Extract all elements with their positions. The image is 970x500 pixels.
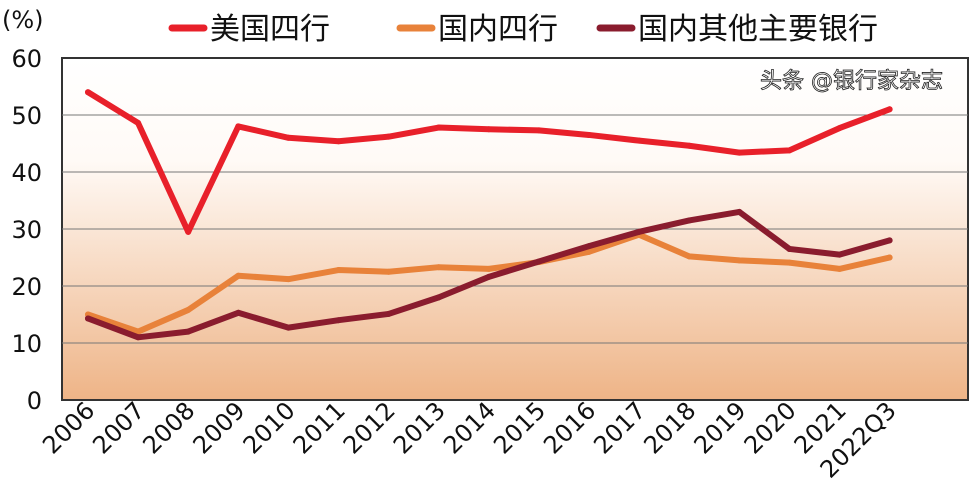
data-point — [636, 137, 643, 144]
data-point — [85, 315, 91, 322]
data-point — [836, 125, 843, 132]
x-tick-label: 2006 — [37, 396, 100, 459]
data-point — [385, 310, 392, 317]
watermark: 头条 @银行家杂志 — [760, 69, 943, 94]
x-tick-label: 2012 — [338, 396, 401, 459]
data-point — [686, 217, 693, 224]
data-point — [185, 228, 192, 235]
x-tick-label: 2019 — [689, 396, 752, 459]
data-point — [485, 126, 492, 133]
y-tick-label: 0 — [27, 387, 42, 415]
x-tick-label: 2011 — [288, 396, 351, 459]
data-point — [786, 245, 793, 252]
data-point — [535, 258, 542, 265]
data-point — [135, 334, 142, 341]
data-point — [686, 142, 693, 149]
data-point — [586, 248, 592, 255]
data-point — [335, 267, 342, 274]
data-point — [185, 306, 192, 313]
data-point — [886, 237, 893, 244]
data-point — [385, 133, 392, 140]
data-point — [836, 251, 843, 258]
data-point — [786, 259, 793, 266]
data-point — [836, 265, 843, 272]
x-tick-label: 2017 — [588, 396, 651, 459]
x-tick-label: 2014 — [438, 396, 501, 459]
data-point — [736, 257, 743, 264]
data-point — [736, 208, 743, 215]
data-point — [135, 119, 142, 126]
data-point — [586, 131, 592, 138]
x-tick-label: 2013 — [388, 396, 451, 459]
x-tick-label: 2010 — [238, 396, 301, 459]
data-point — [285, 134, 292, 141]
legend-label: 美国四行 — [210, 12, 330, 47]
data-point — [786, 147, 793, 154]
data-point — [285, 276, 292, 283]
data-point — [335, 138, 342, 145]
data-point — [385, 268, 392, 275]
data-point — [686, 253, 693, 260]
y-tick-label: 10 — [11, 330, 42, 358]
legend-label: 国内其他主要银行 — [638, 12, 878, 47]
data-point — [485, 265, 492, 272]
data-point — [235, 123, 242, 130]
data-point — [636, 228, 643, 235]
legend-label: 国内四行 — [438, 12, 558, 47]
data-point — [435, 294, 442, 301]
x-tick-label: 2020 — [739, 396, 802, 459]
x-tick-label: 2009 — [188, 396, 251, 459]
x-tick-label: 2015 — [488, 396, 551, 459]
data-point — [285, 324, 292, 331]
x-tick-label: 2016 — [538, 396, 601, 459]
y-tick-label: 60 — [11, 45, 42, 73]
x-tick-label: 2007 — [87, 396, 150, 459]
data-point — [85, 89, 91, 96]
y-axis-label: (%) — [2, 6, 44, 34]
data-point — [586, 243, 592, 250]
data-point — [235, 309, 242, 316]
x-tick-label: 2008 — [137, 396, 200, 459]
data-point — [886, 106, 893, 113]
data-point — [535, 127, 542, 134]
data-point — [485, 273, 492, 280]
data-point — [736, 149, 743, 156]
data-point — [435, 124, 442, 131]
y-tick-label: 50 — [11, 102, 42, 130]
y-tick-label: 20 — [11, 273, 42, 301]
y-tick-label: 30 — [11, 216, 42, 244]
y-tick-label: 40 — [11, 159, 42, 187]
data-point — [185, 328, 192, 335]
x-tick-label: 2018 — [638, 396, 701, 459]
data-point — [335, 317, 342, 324]
data-point — [235, 272, 242, 279]
data-point — [886, 254, 893, 261]
data-point — [435, 264, 442, 271]
data-point — [135, 328, 142, 335]
